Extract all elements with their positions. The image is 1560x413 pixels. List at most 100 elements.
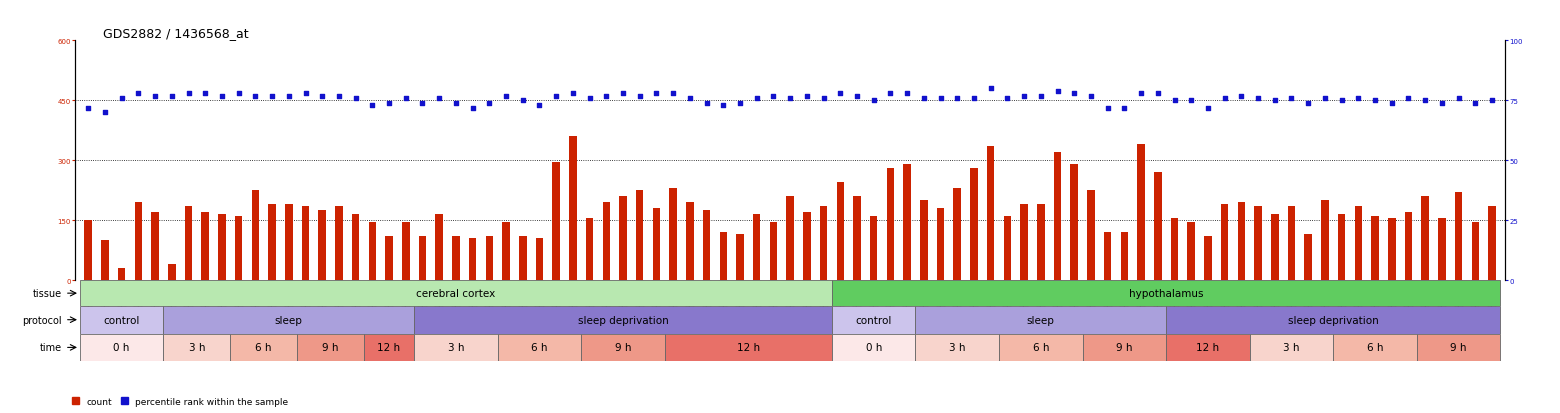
Point [1095, 105, 1120, 112]
Bar [1334, 334, 1416, 361]
Point [1229, 93, 1254, 100]
Point [828, 91, 853, 97]
Bar [119, 269, 125, 281]
Bar [920, 201, 928, 281]
Bar [903, 165, 911, 281]
Bar [1083, 334, 1167, 361]
Text: protocol: protocol [22, 315, 61, 325]
Bar [101, 241, 109, 281]
Bar [619, 197, 627, 281]
Point [410, 100, 435, 107]
Bar [1037, 205, 1045, 281]
Bar [168, 265, 176, 281]
Bar [413, 334, 498, 361]
Bar [535, 239, 543, 281]
Point [1078, 93, 1103, 100]
Point [1429, 100, 1454, 107]
Bar [413, 306, 831, 334]
Point [1245, 95, 1270, 102]
Point [861, 98, 886, 104]
Bar [1354, 207, 1362, 281]
Point [276, 93, 301, 100]
Bar [80, 281, 831, 306]
Bar [569, 137, 577, 281]
Point [259, 93, 284, 100]
Bar [1137, 145, 1145, 281]
Bar [470, 239, 476, 281]
Bar [1250, 334, 1334, 361]
Bar [368, 223, 376, 281]
Bar [1438, 219, 1446, 281]
Point [1162, 98, 1187, 104]
Point [1045, 88, 1070, 95]
Point [761, 93, 786, 100]
Bar [1070, 165, 1078, 281]
Point [92, 110, 117, 116]
Bar [1371, 217, 1379, 281]
Bar [831, 281, 1501, 306]
Legend: count, percentile rank within the sample: count, percentile rank within the sample [69, 393, 292, 409]
Bar [1388, 219, 1396, 281]
Bar [1237, 203, 1245, 281]
Text: sleep deprivation: sleep deprivation [1289, 315, 1379, 325]
Bar [886, 169, 894, 281]
Bar [1104, 233, 1111, 281]
Point [1028, 93, 1053, 100]
Point [661, 91, 686, 97]
Bar [736, 235, 744, 281]
Point [76, 105, 101, 112]
Bar [285, 205, 293, 281]
Point [1128, 91, 1153, 97]
Bar [831, 334, 916, 361]
Point [1362, 98, 1387, 104]
Point [577, 95, 602, 102]
Text: sleep deprivation: sleep deprivation [577, 315, 668, 325]
Bar [218, 215, 226, 281]
Point [243, 93, 268, 100]
Point [677, 95, 702, 102]
Text: 0 h: 0 h [114, 342, 129, 353]
Text: 3 h: 3 h [948, 342, 966, 353]
Bar [1120, 233, 1128, 281]
Point [928, 95, 953, 102]
Bar [296, 334, 363, 361]
Point [209, 93, 234, 100]
Text: 6 h: 6 h [532, 342, 548, 353]
Bar [1287, 207, 1295, 281]
Point [961, 95, 986, 102]
Bar [385, 237, 393, 281]
Bar [1204, 237, 1212, 281]
Bar [938, 209, 944, 281]
Point [1212, 95, 1237, 102]
Text: 3 h: 3 h [189, 342, 204, 353]
Point [1396, 95, 1421, 102]
Bar [1167, 306, 1501, 334]
Bar [519, 237, 527, 281]
Bar [719, 233, 727, 281]
Point [443, 100, 468, 107]
Bar [704, 211, 710, 281]
Text: 3 h: 3 h [448, 342, 465, 353]
Text: 0 h: 0 h [866, 342, 881, 353]
Point [326, 93, 351, 100]
Bar [803, 213, 811, 281]
Bar [602, 203, 610, 281]
Point [226, 91, 251, 97]
Bar [1321, 201, 1329, 281]
Text: control: control [103, 315, 140, 325]
Text: tissue: tissue [33, 288, 61, 299]
Point [1296, 100, 1321, 107]
Point [811, 95, 836, 102]
Bar [916, 334, 998, 361]
Bar [335, 207, 343, 281]
Point [477, 100, 502, 107]
Bar [669, 189, 677, 281]
Point [1346, 95, 1371, 102]
Bar [916, 306, 1167, 334]
Point [1011, 93, 1036, 100]
Point [844, 93, 869, 100]
Bar [184, 207, 192, 281]
Point [1195, 105, 1220, 112]
Point [560, 91, 585, 97]
Bar [1170, 219, 1178, 281]
